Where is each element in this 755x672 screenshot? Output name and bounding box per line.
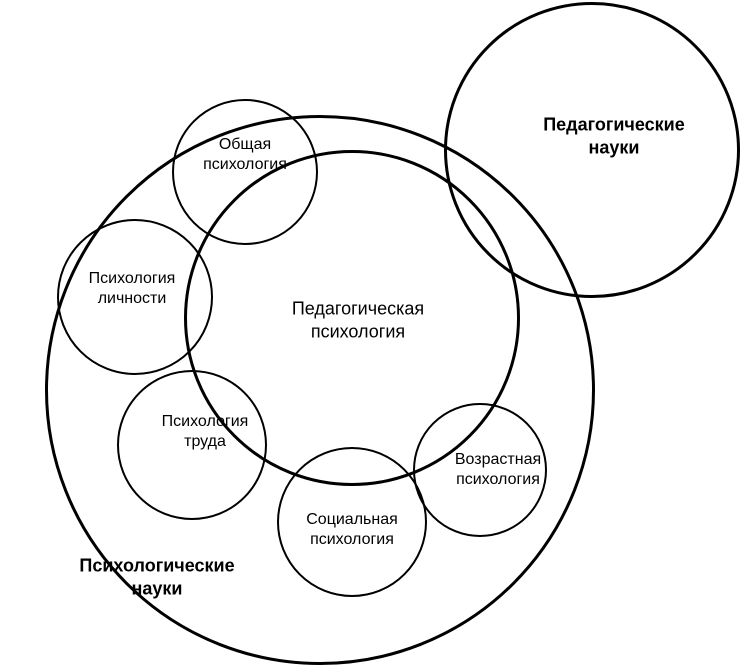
label-pedagogical-sciences: Педагогические науки (543, 114, 685, 159)
diagram-stage: Психологические науки Педагогические наук… (0, 0, 755, 672)
label-labor-psychology: Психология труда (162, 412, 249, 452)
label-personality-psychology: Психология личности (89, 269, 176, 309)
label-general-psychology: Общая психология (203, 135, 287, 175)
label-social-psychology: Социальная психология (306, 510, 398, 550)
label-psychological-sciences: Психологические науки (79, 555, 234, 600)
label-pedagogical-psychology: Педагогическая психология (292, 298, 424, 343)
label-developmental-psychology: Возрастная психология (455, 450, 541, 490)
